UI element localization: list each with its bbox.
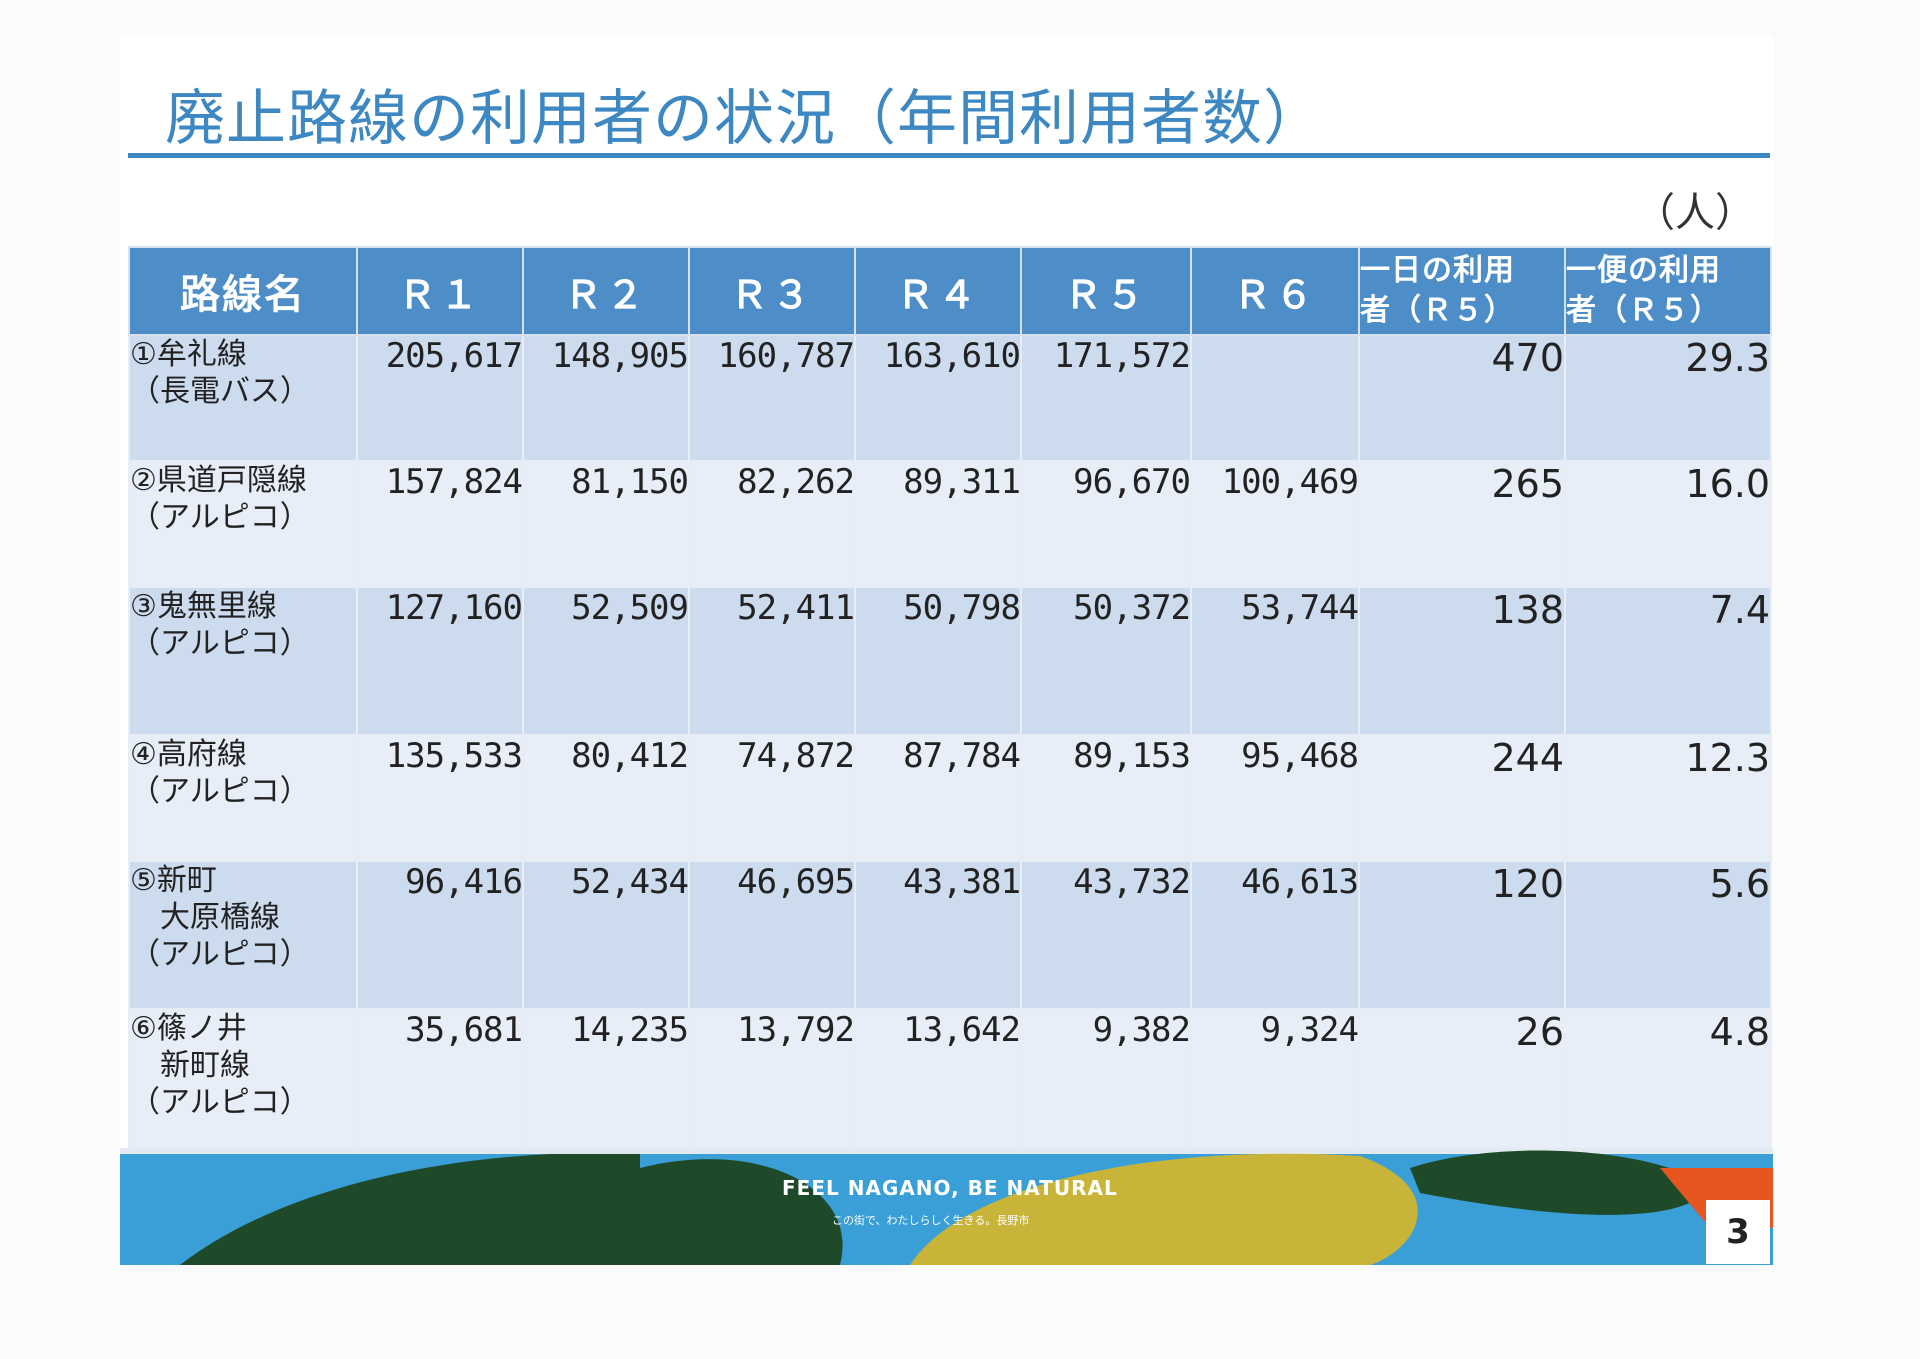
table-row: ①牟礼線 （長電バス） 205,617 148,905 160,787 163,… (128, 334, 1772, 462)
ridership-table: 路線名 Ｒ１ Ｒ２ Ｒ３ Ｒ４ Ｒ５ Ｒ６ 一日の利用 者（Ｒ５） 一便の利用 … (128, 246, 1772, 1160)
route-name: ③鬼無里線 （アルピコ） (128, 586, 358, 736)
daily-users-value: 26 (1358, 1008, 1566, 1160)
r4-value: 43,381 (854, 860, 1022, 1010)
r5-value: 50,372 (1020, 586, 1192, 736)
r4-value: 50,798 (854, 586, 1022, 736)
route-name: ②県道戸隠線 （アルピコ） (128, 460, 358, 588)
r3-value: 82,262 (688, 460, 856, 588)
r3-value: 13,792 (688, 1008, 856, 1160)
header-daily-users: 一日の利用 者（Ｒ５） (1358, 246, 1566, 336)
r5-value: 9,382 (1020, 1008, 1192, 1160)
r2-value: 80,412 (522, 734, 690, 862)
header-r5: Ｒ５ (1020, 246, 1192, 336)
r3-value: 52,411 (688, 586, 856, 736)
unit-label: （人） (1635, 190, 1755, 236)
r5-value: 171,572 (1020, 334, 1192, 462)
route-name: ④高府線 （アルピコ） (128, 734, 358, 862)
r6-value: 9,324 (1190, 1008, 1360, 1160)
header-r4: Ｒ４ (854, 246, 1022, 336)
r4-value: 163,610 (854, 334, 1022, 462)
daily-users-value: 470 (1358, 334, 1566, 462)
r5-value: 89,153 (1020, 734, 1192, 862)
footer-graphic (120, 1148, 1773, 1265)
daily-users-value: 138 (1358, 586, 1566, 736)
r3-value: 46,695 (688, 860, 856, 1010)
r1-value: 157,824 (356, 460, 524, 588)
per-trip-users-value: 7.4 (1564, 586, 1772, 736)
header-r3: Ｒ３ (688, 246, 856, 336)
route-name: ①牟礼線 （長電バス） (128, 334, 358, 462)
header-r2: Ｒ２ (522, 246, 690, 336)
r6-value: 53,744 (1190, 586, 1360, 736)
r6-value: 46,613 (1190, 860, 1360, 1010)
header-route-name: 路線名 (128, 246, 358, 336)
footer-tagline: FEEL NAGANO, BE NATURAL (782, 1176, 1118, 1200)
daily-users-value: 265 (1358, 460, 1566, 588)
title-underline (128, 153, 1770, 158)
r2-value: 52,509 (522, 586, 690, 736)
r4-value: 89,311 (854, 460, 1022, 588)
per-trip-users-value: 29.3 (1564, 334, 1772, 462)
header-r6: Ｒ６ (1190, 246, 1360, 336)
header-per-trip-users: 一便の利用 者（Ｒ５） (1564, 246, 1772, 336)
r2-value: 52,434 (522, 860, 690, 1010)
page-title: 廃止路線の利用者の状況（年間利用者数） (165, 84, 1324, 154)
table-row: ⑤新町 大原橋線 （アルピコ） 96,416 52,434 46,695 43,… (128, 860, 1772, 1010)
r5-value: 43,732 (1020, 860, 1192, 1010)
header-r1: Ｒ１ (356, 246, 524, 336)
r4-value: 87,784 (854, 734, 1022, 862)
per-trip-users-value: 12.3 (1564, 734, 1772, 862)
r1-value: 135,533 (356, 734, 524, 862)
r1-value: 96,416 (356, 860, 524, 1010)
table-row: ③鬼無里線 （アルピコ） 127,160 52,509 52,411 50,79… (128, 586, 1772, 736)
r2-value: 148,905 (522, 334, 690, 462)
r6-value: 100,469 (1190, 460, 1360, 588)
daily-users-value: 244 (1358, 734, 1566, 862)
footer-banner (120, 1148, 1773, 1265)
table-row: ④高府線 （アルピコ） 135,533 80,412 74,872 87,784… (128, 734, 1772, 862)
per-trip-users-value: 5.6 (1564, 860, 1772, 1010)
r4-value: 13,642 (854, 1008, 1022, 1160)
route-name: ⑤新町 大原橋線 （アルピコ） (128, 860, 358, 1010)
r1-value: 205,617 (356, 334, 524, 462)
r2-value: 14,235 (522, 1008, 690, 1160)
r1-value: 127,160 (356, 586, 524, 736)
table-row: ②県道戸隠線 （アルピコ） 157,824 81,150 82,262 89,3… (128, 460, 1772, 588)
r6-value: 95,468 (1190, 734, 1360, 862)
r5-value: 96,670 (1020, 460, 1192, 588)
r1-value: 35,681 (356, 1008, 524, 1160)
r3-value: 74,872 (688, 734, 856, 862)
table-header-row: 路線名 Ｒ１ Ｒ２ Ｒ３ Ｒ４ Ｒ５ Ｒ６ 一日の利用 者（Ｒ５） 一便の利用 … (128, 246, 1772, 336)
route-name: ⑥篠ノ井 新町線 （アルピコ） (128, 1008, 358, 1160)
daily-users-value: 120 (1358, 860, 1566, 1010)
r3-value: 160,787 (688, 334, 856, 462)
per-trip-users-value: 16.0 (1564, 460, 1772, 588)
r6-value (1190, 334, 1360, 462)
per-trip-users-value: 4.8 (1564, 1008, 1772, 1160)
footer-subtitle: この街で、わたしらしく生きる。長野市 (832, 1214, 1030, 1227)
page-number: 3 (1706, 1200, 1770, 1264)
table-row: ⑥篠ノ井 新町線 （アルピコ） 35,681 14,235 13,792 13,… (128, 1008, 1772, 1160)
r2-value: 81,150 (522, 460, 690, 588)
